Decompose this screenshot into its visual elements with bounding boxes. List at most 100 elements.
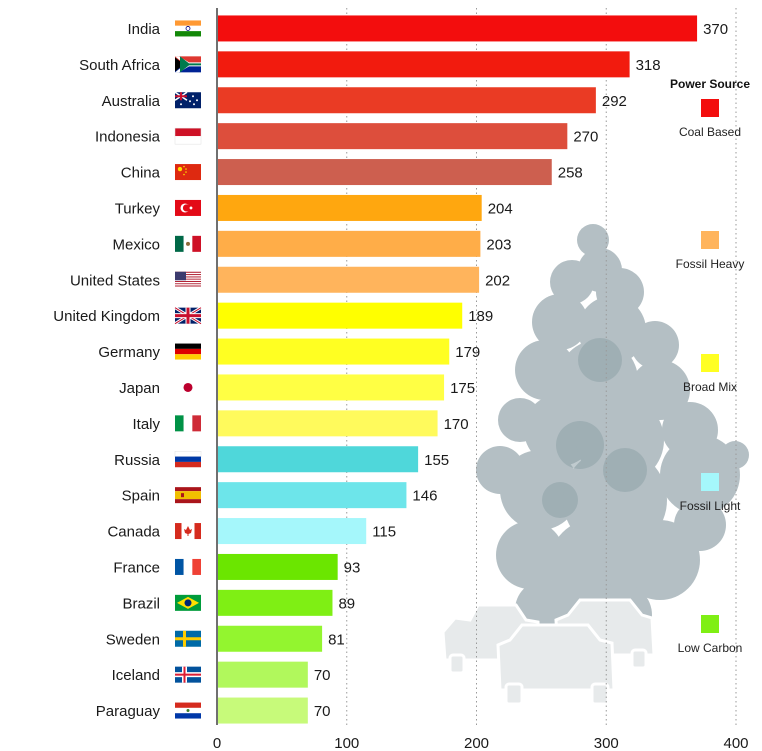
legend-swatch (701, 615, 719, 633)
united-kingdom-flag (174, 306, 202, 325)
bar-value-label: 204 (488, 200, 513, 217)
country-label: Canada (107, 524, 160, 541)
bar (218, 266, 480, 293)
russia-flag (174, 451, 202, 468)
legend-swatch (701, 231, 719, 249)
country-label: Spain (122, 488, 160, 505)
south-africa-flag (175, 56, 201, 73)
japan-flag (175, 379, 201, 396)
country-label: Australia (102, 93, 161, 110)
bar (218, 661, 308, 688)
bar (218, 410, 438, 437)
bar-value-label: 170 (444, 416, 469, 433)
x-axis-ticks: 0 100 200 300 400 (213, 735, 749, 751)
bar-series (218, 15, 698, 724)
bar (218, 374, 445, 401)
bar-value-label: 70 (314, 667, 331, 684)
legend-label: Broad Mix (683, 380, 737, 394)
indonesia-flag (174, 127, 202, 145)
bar-value-label: 115 (372, 524, 396, 541)
country-label: India (127, 21, 160, 38)
bar (218, 338, 450, 365)
brazil-flag (175, 594, 201, 611)
bar (218, 230, 481, 257)
country-labels: India South Africa Australia Indonesia China… (53, 21, 160, 720)
country-flags (174, 20, 202, 719)
spain-flag (175, 487, 201, 504)
x-tick-label: 400 (723, 735, 748, 751)
bar (218, 553, 338, 580)
x-tick-label: 100 (334, 735, 359, 751)
germany-flag (175, 343, 201, 360)
country-label: Indonesia (95, 129, 161, 146)
bar-value-label: 146 (412, 488, 437, 505)
bar-value-label: 318 (636, 57, 661, 74)
mexico-flag (175, 235, 201, 252)
bar-value-label: 93 (344, 559, 361, 576)
turkey-flag (175, 199, 201, 216)
bar-value-label: 89 (338, 595, 355, 612)
bar (218, 625, 323, 652)
sweden-flag (175, 630, 201, 647)
bar-value-label: 258 (558, 165, 583, 182)
italy-flag (175, 415, 201, 432)
country-label: France (113, 559, 160, 576)
bar (218, 123, 568, 150)
bar (218, 697, 308, 724)
bar-value-label: 175 (450, 380, 475, 397)
x-tick-label: 0 (213, 735, 221, 751)
country-label: Japan (119, 380, 160, 397)
legend-label: Fossil Heavy (676, 257, 745, 271)
country-label: South Africa (79, 57, 161, 74)
country-label: Turkey (115, 200, 161, 217)
legend-label: Coal Based (679, 125, 741, 139)
china-flag (175, 164, 201, 181)
legend-swatch (701, 99, 719, 117)
legend: Power Source Coal Based Fossil Heavy Broad… (670, 77, 750, 655)
bar (218, 159, 552, 186)
bar (218, 194, 482, 221)
bar (218, 302, 463, 329)
bar-value-labels: 370 318 292 270 258 204 203 202 189 179 175 170 155 1… (314, 21, 728, 720)
bar-value-label: 292 (602, 93, 627, 110)
country-label: Iceland (112, 667, 160, 684)
legend-title: Power Source (670, 77, 750, 91)
canada-flag (175, 523, 201, 540)
country-label: Mexico (112, 236, 160, 253)
legend-label: Low Carbon (678, 641, 743, 655)
united-states-flag (175, 271, 201, 288)
india-flag (175, 20, 201, 37)
country-label: Italy (132, 416, 160, 433)
bar-value-label: 155 (424, 452, 449, 469)
country-label: Brazil (122, 595, 160, 612)
country-label: United Kingdom (53, 308, 160, 325)
bar-value-label: 203 (486, 236, 511, 253)
bar (218, 482, 407, 509)
bar-value-label: 70 (314, 703, 331, 720)
bar (218, 446, 419, 473)
x-tick-label: 300 (594, 735, 619, 751)
bar-value-label: 202 (485, 272, 510, 289)
smoke-cloud-shade (542, 338, 647, 518)
bar (218, 51, 630, 78)
paraguay-flag (175, 702, 201, 719)
france-flag (175, 558, 201, 575)
x-gridlines (346, 8, 737, 728)
bar (218, 518, 367, 545)
bar-value-label: 270 (573, 129, 598, 146)
country-label: Paraguay (96, 703, 161, 720)
car-icon (496, 623, 616, 706)
legend-swatch (701, 354, 719, 372)
car-silhouettes-illustration (441, 598, 656, 706)
legend-label: Fossil Light (680, 499, 741, 513)
country-label: Germany (98, 344, 160, 361)
bar-value-label: 81 (328, 631, 345, 648)
country-label: United States (70, 272, 160, 289)
bar-value-label: 189 (468, 308, 493, 325)
australia-flag (174, 91, 201, 109)
bar-value-label: 179 (455, 344, 480, 361)
x-tick-label: 200 (464, 735, 489, 751)
bar (218, 15, 698, 42)
bar (218, 87, 596, 114)
